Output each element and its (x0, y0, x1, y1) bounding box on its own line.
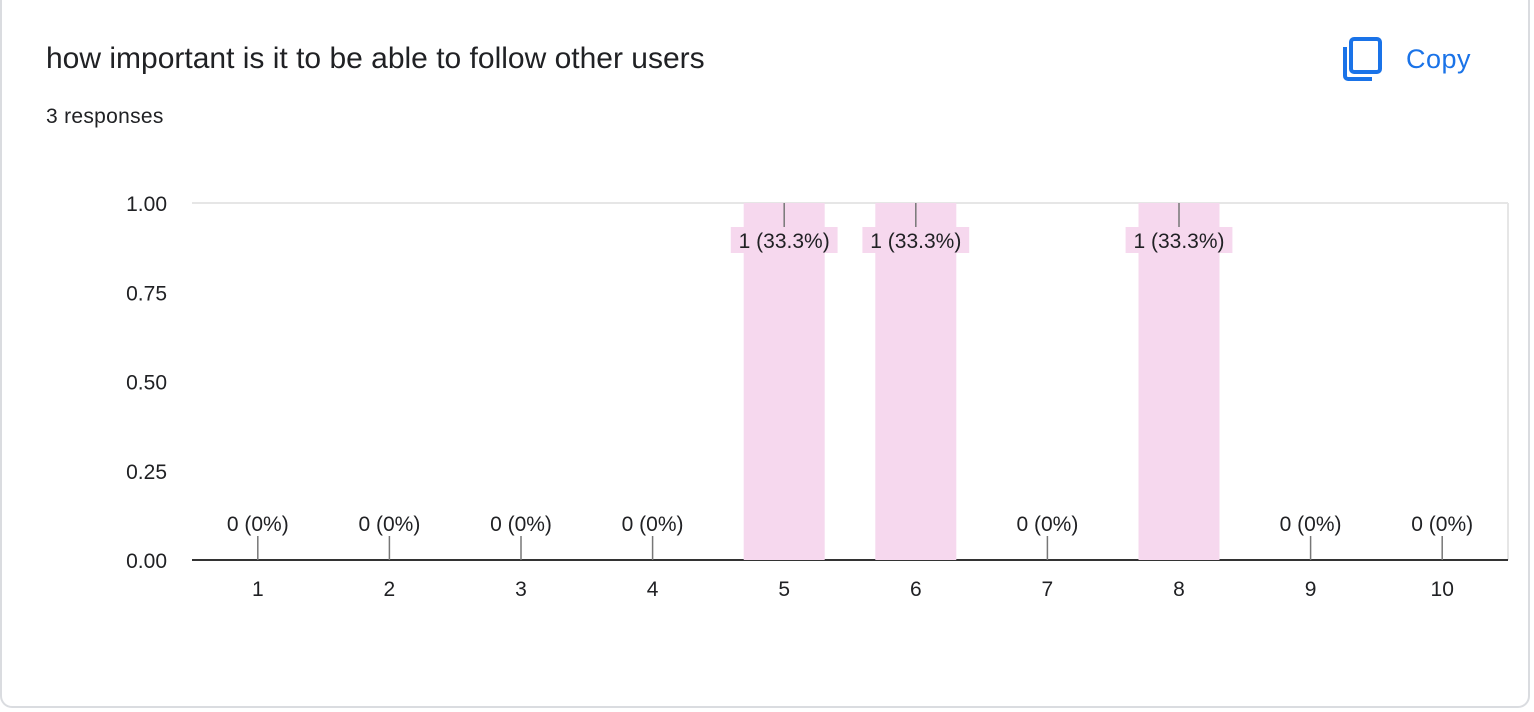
data-label: 0 (0%) (622, 513, 684, 536)
y-axis-labels: 0.00 0.25 0.50 0.75 1.00 (126, 193, 167, 573)
data-label-bg (862, 227, 970, 253)
y-tick-label: 0.50 (126, 372, 167, 395)
x-tick-label: 9 (1305, 578, 1317, 601)
plot-frame (192, 202, 1509, 561)
bar (743, 203, 825, 560)
y-tick-label: 0.25 (126, 461, 167, 484)
data-label-bg (1125, 227, 1233, 253)
data-label: 0 (0%) (358, 513, 420, 536)
y-tick-label: 1.00 (126, 193, 167, 216)
data-label-bg (730, 227, 838, 253)
bar (875, 203, 957, 560)
copy-icon (1342, 36, 1382, 82)
data-label: 1 (33.3%) (1133, 230, 1224, 253)
x-tick-label: 3 (515, 578, 527, 601)
copy-button[interactable]: Copy (1342, 34, 1471, 84)
x-tick-label: 8 (1173, 578, 1185, 601)
x-tick-label: 4 (647, 578, 659, 601)
data-label: 0 (0%) (227, 513, 289, 536)
bar (1138, 203, 1220, 560)
x-axis-labels: 1 2 3 4 5 6 7 8 9 10 (252, 578, 1454, 601)
y-tick-label: 0.00 (126, 550, 167, 573)
x-tick-label: 7 (1042, 578, 1054, 601)
x-tick-label: 2 (384, 578, 396, 601)
data-label: 1 (33.3%) (870, 230, 961, 253)
question-title: how important is it to be able to follow… (46, 42, 705, 75)
x-tick-label: 6 (910, 578, 922, 601)
bars (743, 203, 1220, 560)
data-label: 1 (33.3%) (739, 230, 830, 253)
y-tick-label: 0.75 (126, 282, 167, 305)
data-label: 0 (0%) (1411, 513, 1473, 536)
x-tick-label: 1 (252, 578, 264, 601)
data-label: 0 (0%) (1016, 513, 1078, 536)
response-count: 3 responses (46, 105, 164, 128)
data-label: 0 (0%) (1280, 513, 1342, 536)
data-label: 0 (0%) (490, 513, 552, 536)
x-tick-label: 10 (1431, 578, 1454, 601)
copy-label: Copy (1406, 43, 1472, 74)
x-tick-label: 5 (778, 578, 790, 601)
data-labels: 0 (0%) 0 (0%) 0 (0%) 0 (0%) 1 (33.3%) 1 (33.3… (227, 203, 1473, 560)
